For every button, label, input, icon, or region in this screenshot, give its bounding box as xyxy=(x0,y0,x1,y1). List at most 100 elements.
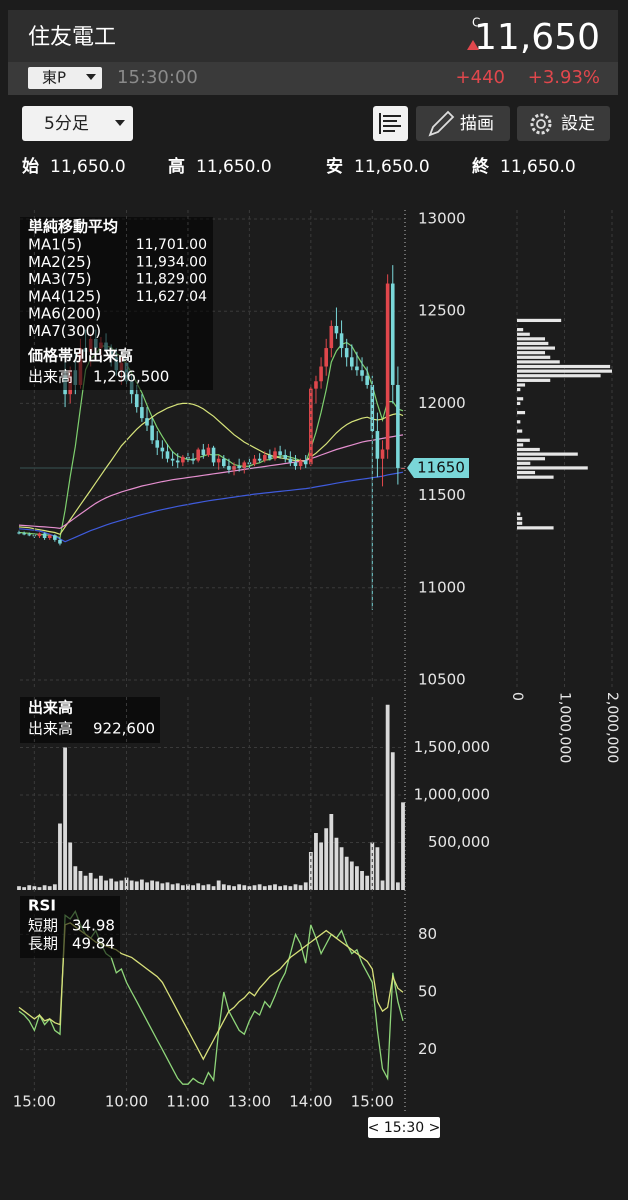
volume-bar xyxy=(68,842,73,890)
legend-value: 11,627.04 xyxy=(136,289,207,305)
settings: 設定 xyxy=(561,114,595,134)
volume-bar xyxy=(134,881,139,890)
volume-bar xyxy=(27,885,32,890)
profile-bar xyxy=(517,397,524,401)
interval: 5分足 xyxy=(44,114,89,134)
volume-bar xyxy=(196,883,201,890)
ohlc-value: 11,650.0 xyxy=(500,157,576,177)
interval-button[interactable] xyxy=(22,106,133,141)
draw: 描画 xyxy=(460,114,494,134)
volume-bar xyxy=(288,886,293,890)
up-arrow xyxy=(467,40,479,50)
profile-bar xyxy=(517,341,549,346)
draw-button[interactable] xyxy=(416,106,510,141)
ma-line xyxy=(18,402,404,536)
candle-body xyxy=(242,462,247,468)
volume-bar xyxy=(319,842,323,890)
volume-bar xyxy=(63,747,67,890)
candle-body xyxy=(134,394,139,408)
market-select[interactable] xyxy=(28,67,102,89)
volume-bar xyxy=(99,875,103,890)
ma-line xyxy=(18,434,404,530)
x-tick-label: 15:00 xyxy=(351,1093,394,1111)
candle-body xyxy=(324,348,328,367)
legend-title: 単純移動平均 xyxy=(28,218,118,236)
volume-bar xyxy=(47,886,52,890)
volume-bar xyxy=(165,882,170,890)
legend-entry: 長期 xyxy=(28,935,58,953)
candle-body xyxy=(22,533,26,535)
candle-body xyxy=(334,325,339,334)
profile-bar xyxy=(517,512,521,516)
candle-body xyxy=(27,534,32,536)
volume-bar xyxy=(237,884,242,890)
candle-body xyxy=(53,535,57,540)
volume-bar xyxy=(114,881,119,890)
volume-bar xyxy=(206,884,211,890)
volume-bar xyxy=(32,886,37,890)
volume-bar xyxy=(298,885,303,890)
cursor-box xyxy=(368,1117,440,1138)
profile-bar xyxy=(517,526,554,530)
volume-bar xyxy=(216,880,221,890)
legend-entry: MA7(300) xyxy=(28,322,101,340)
volume-bar xyxy=(273,884,277,890)
volume-bar xyxy=(385,704,390,890)
profile-bar xyxy=(517,447,540,452)
volume-bar xyxy=(355,866,359,890)
legend-value: 11,701.00 xyxy=(136,237,207,253)
volume-bar xyxy=(324,828,329,890)
panel-title: 出来高 xyxy=(28,699,73,717)
legend-entry: MA6(200) xyxy=(28,305,101,323)
volume-bar xyxy=(150,880,155,890)
candle-body xyxy=(319,366,323,382)
volume-bar xyxy=(242,885,247,890)
candle-body xyxy=(288,458,293,463)
candle-body xyxy=(227,466,231,470)
x-tick-label: 1,000,000 xyxy=(557,692,573,763)
volume-bar xyxy=(83,875,88,890)
volume-bar xyxy=(262,886,267,890)
profile-bar xyxy=(517,420,521,424)
y-tick-label: 1,500,000 xyxy=(414,738,490,756)
candle-body xyxy=(42,533,47,539)
profile-bar xyxy=(517,411,526,415)
list-button[interactable] xyxy=(373,106,408,141)
volume-bar xyxy=(329,814,334,890)
ma-line xyxy=(18,471,404,543)
legend-entry: MA3(75) xyxy=(28,270,92,288)
cursor-label: < 15:30 > xyxy=(368,1120,441,1136)
profile-bar xyxy=(517,332,530,336)
profile-bar xyxy=(517,438,530,442)
profile-caption: 出来高 xyxy=(28,368,73,386)
volume-bar xyxy=(293,884,298,890)
last-price-marker xyxy=(407,457,469,478)
candle-body xyxy=(17,532,21,534)
change: +440 xyxy=(456,67,505,88)
legend-entry: MA4(125) xyxy=(28,287,101,305)
volume-bar xyxy=(365,875,370,890)
volume-bar xyxy=(78,871,83,890)
volume-bar xyxy=(88,872,93,890)
candle-body xyxy=(390,283,395,385)
volume-bar xyxy=(180,885,185,890)
panel-caption-value: 922,600 xyxy=(93,720,155,738)
gear-icon-center xyxy=(536,119,546,129)
volume-bar xyxy=(73,866,78,890)
volume-bar xyxy=(139,879,144,890)
settings-button[interactable] xyxy=(517,106,610,141)
legend-value: 11,829.00 xyxy=(136,272,207,288)
candle-body xyxy=(360,370,364,376)
volume-bar xyxy=(160,883,165,890)
legend-value: 49.84 xyxy=(72,935,115,953)
profile-bar xyxy=(517,346,555,350)
volume-bar xyxy=(380,880,385,890)
volume-bar xyxy=(283,885,288,890)
volume-bar xyxy=(278,886,283,890)
dropdown-icon xyxy=(115,120,125,126)
volume-bar xyxy=(52,884,57,890)
panel-caption: 出来高 xyxy=(28,720,73,738)
candle-body xyxy=(380,449,385,459)
profile-bar xyxy=(517,383,526,387)
profile-bar xyxy=(517,475,554,479)
